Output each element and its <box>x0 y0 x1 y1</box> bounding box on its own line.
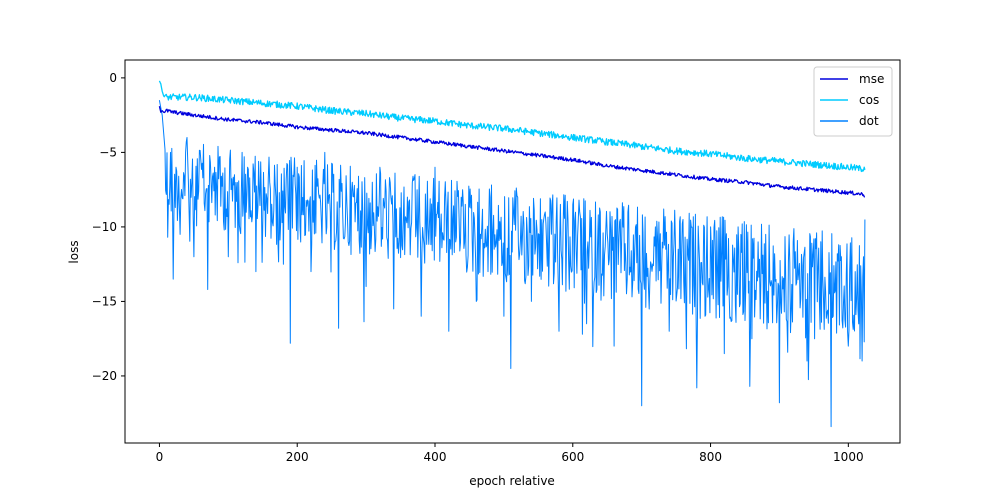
series-line-dot <box>158 100 866 428</box>
series-line-cos <box>158 80 866 173</box>
series-line-mse <box>158 106 866 198</box>
legend-frame <box>813 66 893 137</box>
y-tick-label: −5 <box>99 145 117 159</box>
x-axis-ticks: 0 200 400 600 800 1000 <box>156 443 864 464</box>
series-layer <box>158 80 866 428</box>
x-tick-label: 600 <box>561 450 584 464</box>
y-tick-label: −10 <box>92 220 117 234</box>
y-axis-title: loss <box>67 240 81 263</box>
legend-label-dot: dot <box>859 114 879 128</box>
legend-label-mse: mse <box>859 72 884 86</box>
x-tick-label: 0 <box>156 450 164 464</box>
y-axis-ticks: 0 −5 −10 −15 −20 <box>92 71 125 383</box>
x-axis-title: epoch relative <box>469 474 555 488</box>
x-tick-label: 200 <box>286 450 309 464</box>
y-tick-label: −20 <box>92 369 117 383</box>
x-tick-label: 800 <box>699 450 722 464</box>
legend-label-cos: cos <box>859 93 879 107</box>
x-tick-label: 1000 <box>833 450 864 464</box>
axes-frame <box>124 59 901 444</box>
y-tick-label: −15 <box>92 294 117 308</box>
x-tick-label: 400 <box>424 450 447 464</box>
y-tick-label: 0 <box>109 71 117 85</box>
legend: mse cos dot <box>813 66 893 137</box>
